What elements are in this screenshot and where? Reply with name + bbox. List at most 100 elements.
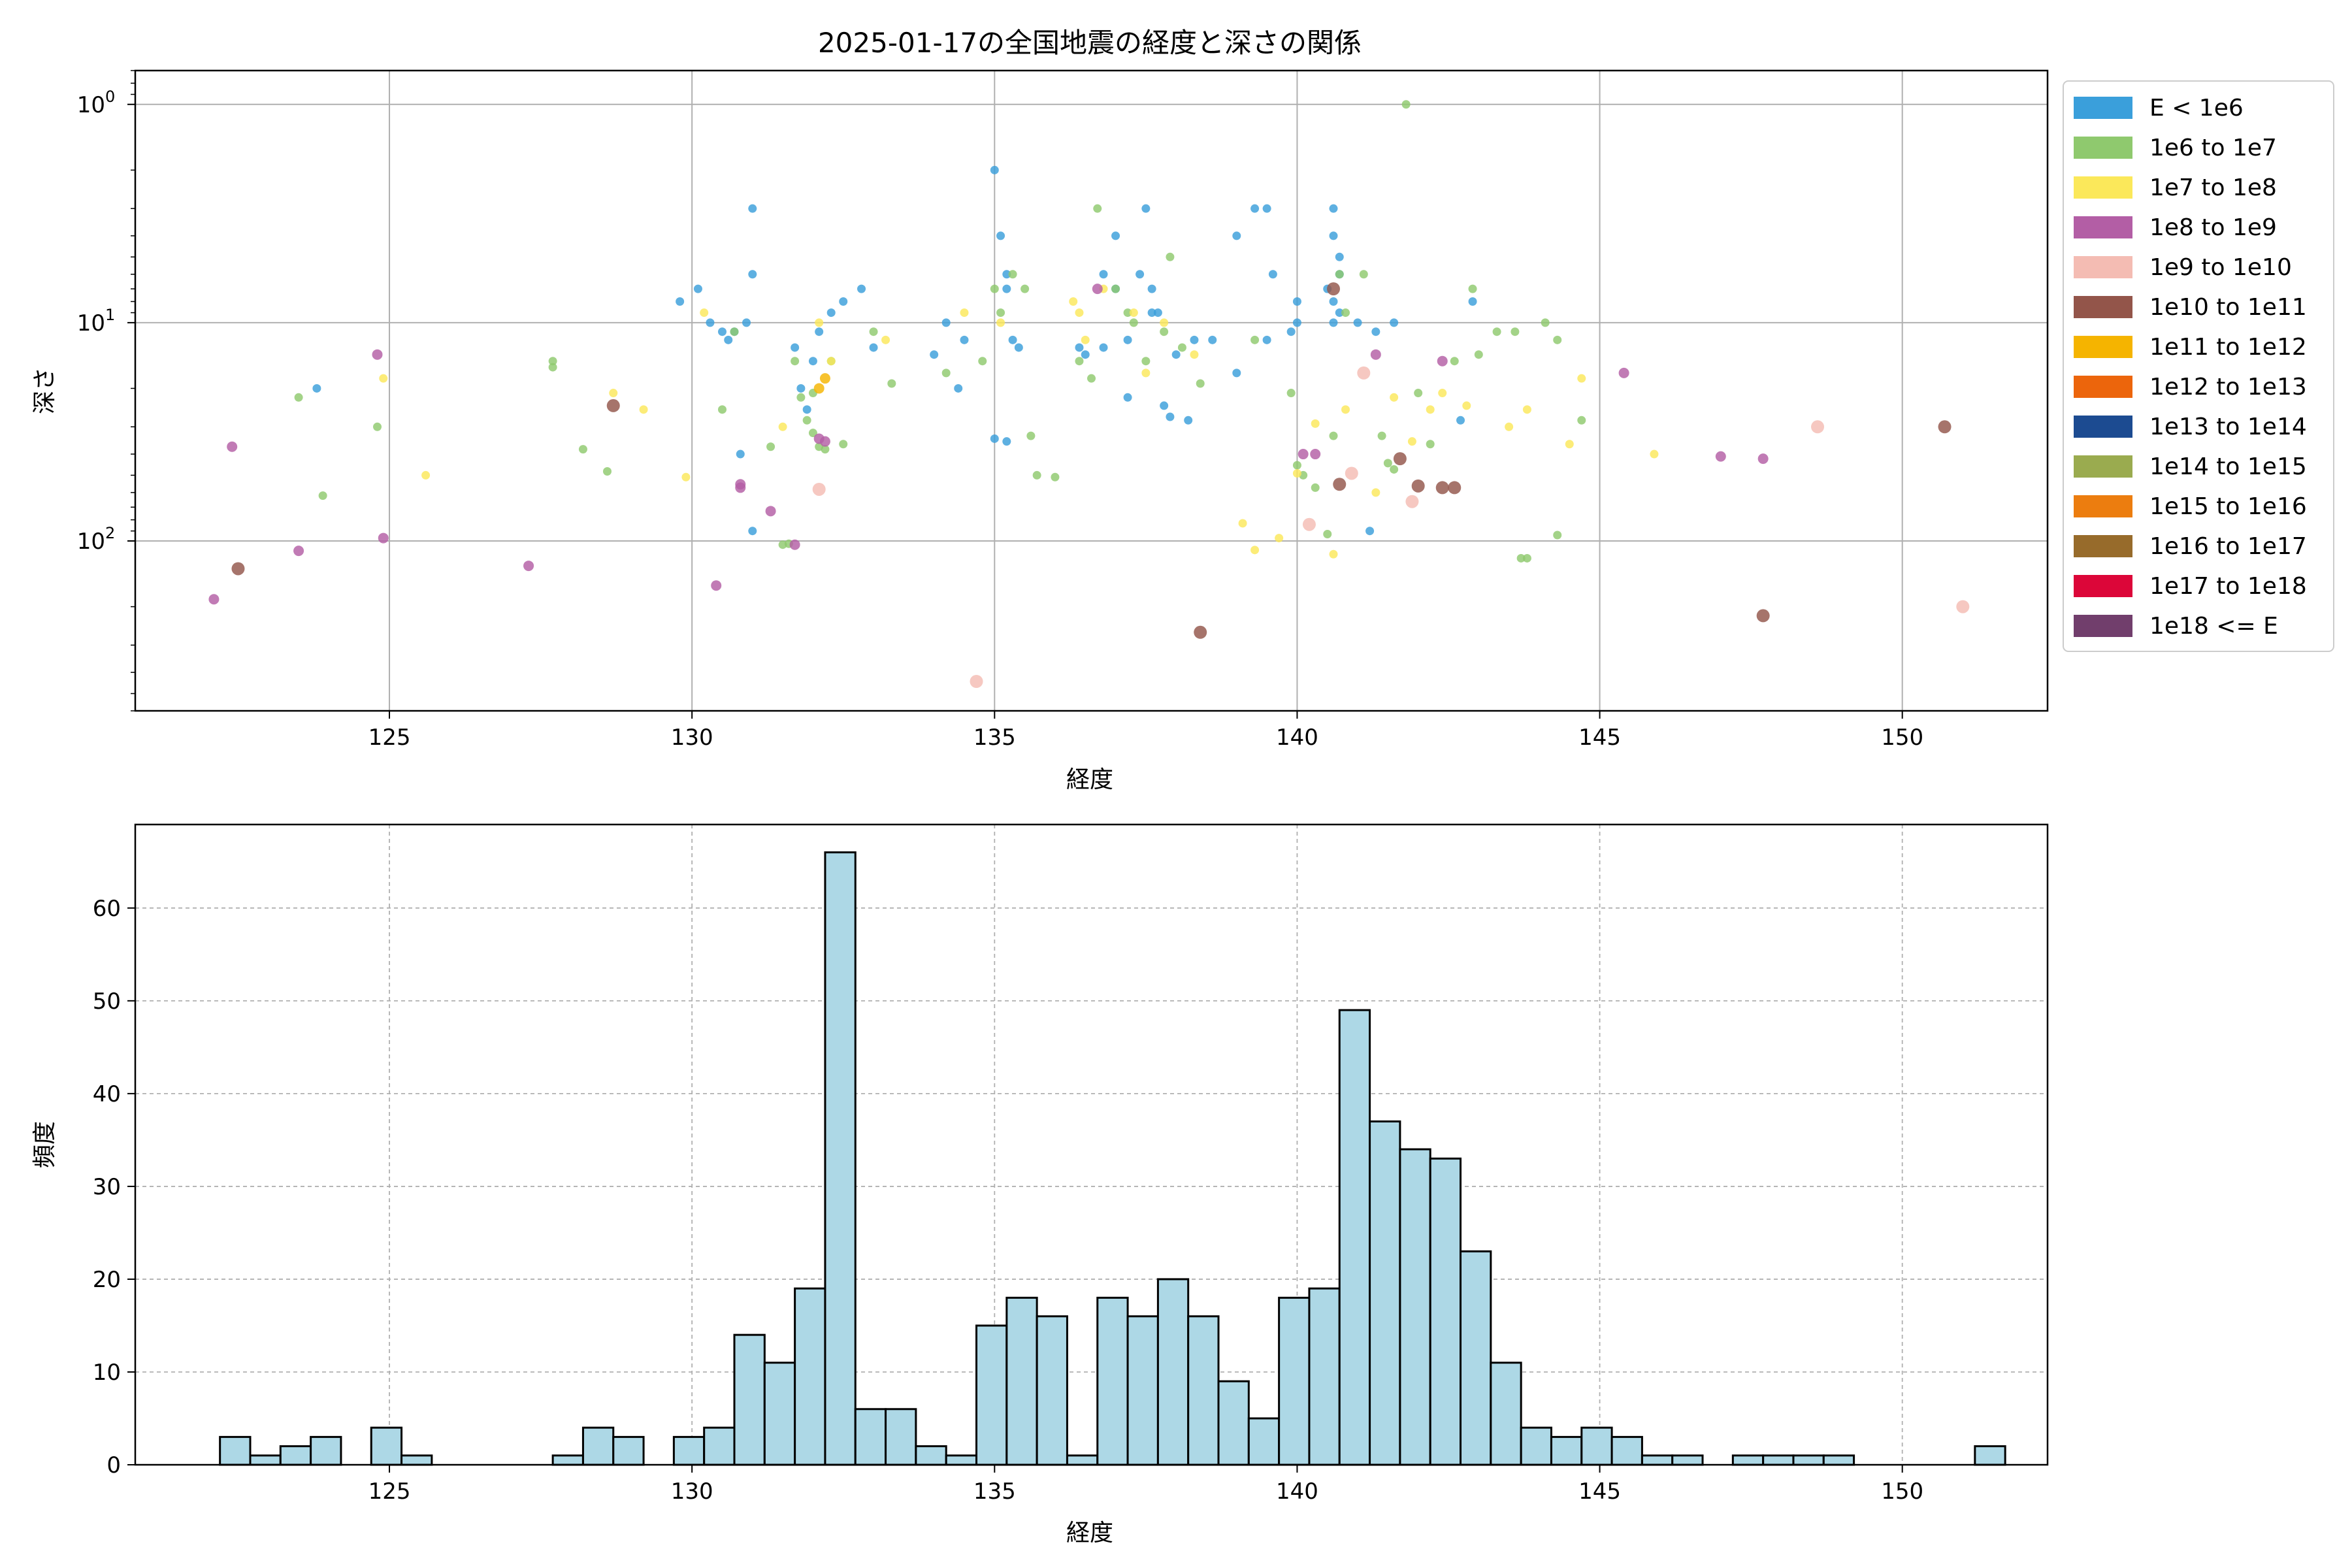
scatter-point [1069, 297, 1078, 306]
legend-items: E < 1e6 1e6 to 1e7 1e7 to 1e8 1e8 to 1e9 1e9… [2074, 95, 2307, 640]
scatter-point [1238, 519, 1247, 528]
scatter-point [789, 539, 800, 550]
scatter-point [808, 429, 817, 438]
scatter-point [1462, 401, 1471, 410]
histogram-bar [279, 1445, 312, 1466]
scatter-point [1390, 318, 1399, 327]
scatter-point [1329, 549, 1338, 559]
scatter-point [1002, 270, 1011, 279]
scatter-point [1335, 270, 1344, 279]
scatter-point [821, 445, 830, 454]
histogram-bar [945, 1454, 978, 1466]
scatter-point [1190, 335, 1199, 344]
histogram-y-tick-label: 0 [106, 1452, 121, 1478]
histogram-grid [135, 825, 2048, 1465]
scatter-point [1329, 297, 1338, 306]
scatter-point [1160, 318, 1169, 327]
scatter-point [318, 491, 327, 500]
histogram-bar [1338, 1009, 1371, 1466]
histogram-bar [1126, 1315, 1159, 1466]
scatter-x-tick-label: 130 [671, 725, 713, 751]
scatter-point [1492, 327, 1501, 336]
scatter-point [990, 165, 999, 174]
scatter-point [1357, 366, 1371, 380]
scatter-point [1811, 420, 1825, 434]
histogram-bar [1580, 1426, 1613, 1466]
scatter-point [1002, 284, 1011, 293]
scatter-point [1329, 204, 1338, 213]
scatter-point [1014, 343, 1023, 352]
scatter-point [1075, 357, 1084, 366]
legend-swatch [2074, 336, 2132, 358]
scatter-point [1541, 318, 1550, 327]
histogram-bar [1610, 1435, 1643, 1466]
scatter-point [1250, 546, 1260, 555]
scatter-x-tick-label: 145 [1578, 725, 1621, 751]
scatter-point [1093, 204, 1102, 213]
scatter-point [1177, 343, 1186, 352]
scatter-point [1377, 431, 1386, 440]
legend-label: 1e10 to 1e11 [2149, 294, 2307, 321]
scatter-point [578, 445, 587, 454]
histogram-bar [1036, 1315, 1068, 1466]
legend-swatch [2074, 416, 2132, 438]
scatter-point [802, 405, 811, 414]
histogram-y-tick-label: 30 [93, 1174, 121, 1200]
legend-swatch [2074, 176, 2132, 199]
scatter-point [765, 506, 776, 517]
scatter-point [1426, 405, 1435, 414]
scatter-point [293, 546, 304, 557]
scatter-point [1956, 600, 1970, 613]
scatter-point [1323, 529, 1332, 538]
scatter-point [1329, 431, 1338, 440]
legend-swatch [2074, 575, 2132, 597]
scatter-point [1292, 297, 1301, 306]
scatter-y-tick-label: 102 [77, 524, 116, 555]
scatter-point [639, 405, 648, 414]
legend-label: 1e7 to 1e8 [2149, 174, 2277, 201]
scatter-point [1333, 478, 1347, 491]
scatter-point [1390, 465, 1399, 474]
scatter-point [1327, 282, 1341, 296]
histogram-bar [1429, 1157, 1462, 1466]
scatter-point [1292, 468, 1301, 478]
scatter-point [1099, 270, 1108, 279]
scatter-x-axis-label: 経度 [1066, 766, 1113, 793]
scatter-point [1468, 284, 1477, 293]
scatter-point [1262, 335, 1271, 344]
scatter-point [372, 349, 383, 360]
histogram-y-tick-label: 10 [93, 1360, 121, 1386]
histogram-bar [1550, 1435, 1583, 1466]
histogram-bar [824, 851, 857, 1466]
histogram-x-tick-label: 150 [1881, 1478, 1923, 1505]
scatter-point [941, 318, 951, 327]
scatter-point [1171, 350, 1181, 359]
scatter-point [996, 318, 1005, 327]
scatter-point [869, 343, 878, 352]
histogram-bar [1671, 1454, 1704, 1466]
scatter-point [1275, 534, 1284, 543]
legend-label: 1e13 to 1e14 [2149, 414, 2307, 440]
scatter-point [1021, 284, 1030, 293]
scatter-point [778, 422, 787, 431]
scatter-point [796, 393, 806, 402]
scatter-point [1099, 343, 1108, 352]
scatter-point [796, 384, 806, 393]
scatter-point [1292, 461, 1301, 470]
scatter-point [1286, 389, 1296, 398]
scatter-points [208, 100, 1970, 688]
scatter-point [1292, 318, 1301, 327]
histogram-bar [219, 1435, 252, 1466]
legend-swatch [2074, 615, 2132, 637]
scatter-point [1329, 318, 1338, 327]
scatter-point [1505, 422, 1514, 431]
legend-label: 1e17 to 1e18 [2149, 573, 2307, 600]
scatter-point [1335, 308, 1344, 318]
histogram-panel: 125 130 135 140 145 150 0 10 20 30 40 50 60 経度 頻度 [31, 823, 2049, 1546]
scatter-point [990, 434, 999, 443]
scatter-point [1160, 401, 1169, 410]
scatter-point [1081, 335, 1090, 344]
histogram-bar [581, 1426, 615, 1466]
scatter-point [1393, 452, 1407, 466]
scatter-point [1286, 327, 1296, 336]
